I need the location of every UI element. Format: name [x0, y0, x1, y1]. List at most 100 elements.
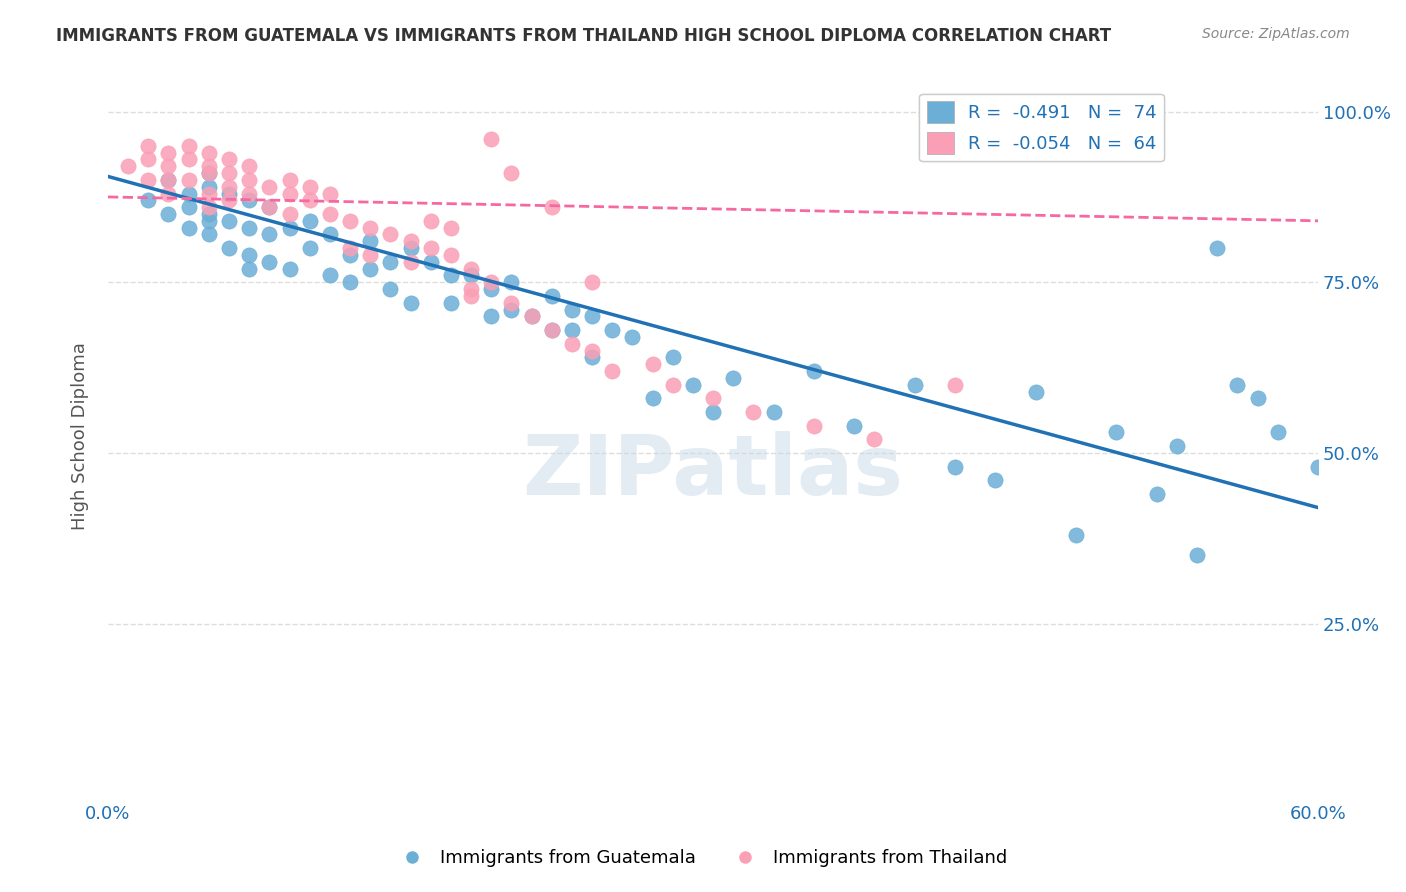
Point	[136, 173, 159, 187]
Point	[238, 173, 260, 187]
Point	[661, 351, 683, 365]
Point	[762, 405, 785, 419]
Point	[177, 186, 200, 201]
Point	[540, 289, 562, 303]
Point	[399, 254, 422, 268]
Point	[479, 310, 502, 324]
Point	[600, 364, 623, 378]
Point	[479, 282, 502, 296]
Point	[1308, 459, 1330, 474]
Point	[198, 145, 221, 160]
Point	[440, 295, 463, 310]
Y-axis label: High School Diploma: High School Diploma	[72, 342, 89, 530]
Point	[1025, 384, 1047, 399]
Point	[1166, 439, 1188, 453]
Point	[581, 275, 603, 289]
Point	[460, 268, 482, 283]
Point	[380, 254, 402, 268]
Point	[259, 200, 281, 214]
Point	[198, 179, 221, 194]
Point	[863, 433, 886, 447]
Point	[339, 214, 361, 228]
Point	[1246, 392, 1268, 406]
Point	[520, 310, 543, 324]
Point	[136, 153, 159, 167]
Point	[561, 302, 583, 317]
Point	[298, 241, 321, 255]
Point	[702, 392, 724, 406]
Point	[399, 295, 422, 310]
Point	[501, 295, 523, 310]
Point	[984, 473, 1007, 487]
Point	[501, 275, 523, 289]
Point	[540, 200, 562, 214]
Point	[419, 214, 441, 228]
Point	[198, 214, 221, 228]
Point	[479, 132, 502, 146]
Point	[278, 186, 301, 201]
Point	[177, 220, 200, 235]
Point	[319, 207, 342, 221]
Point	[460, 289, 482, 303]
Point	[581, 343, 603, 358]
Point	[177, 138, 200, 153]
Point	[278, 220, 301, 235]
Point	[238, 159, 260, 173]
Point	[419, 254, 441, 268]
Point	[218, 153, 240, 167]
Point	[298, 179, 321, 194]
Point	[943, 377, 966, 392]
Point	[198, 166, 221, 180]
Point	[177, 173, 200, 187]
Point	[259, 254, 281, 268]
Point	[460, 282, 482, 296]
Point	[479, 275, 502, 289]
Point	[561, 323, 583, 337]
Point	[218, 186, 240, 201]
Point	[198, 227, 221, 242]
Point	[198, 186, 221, 201]
Point	[339, 248, 361, 262]
Point	[259, 179, 281, 194]
Point	[581, 351, 603, 365]
Point	[520, 310, 543, 324]
Point	[218, 214, 240, 228]
Point	[136, 138, 159, 153]
Point	[943, 459, 966, 474]
Point	[218, 194, 240, 208]
Point	[1267, 425, 1289, 440]
Point	[198, 207, 221, 221]
Point	[238, 186, 260, 201]
Legend: R =  -0.491   N =  74, R =  -0.054   N =  64: R = -0.491 N = 74, R = -0.054 N = 64	[920, 94, 1164, 161]
Point	[1185, 549, 1208, 563]
Text: Source: ZipAtlas.com: Source: ZipAtlas.com	[1202, 27, 1350, 41]
Point	[399, 241, 422, 255]
Point	[844, 418, 866, 433]
Point	[803, 418, 825, 433]
Point	[157, 207, 180, 221]
Point	[540, 323, 562, 337]
Point	[278, 173, 301, 187]
Point	[157, 145, 180, 160]
Point	[339, 241, 361, 255]
Point	[600, 323, 623, 337]
Point	[339, 275, 361, 289]
Point	[359, 235, 381, 249]
Point	[682, 377, 704, 392]
Point	[298, 214, 321, 228]
Point	[117, 159, 139, 173]
Point	[501, 302, 523, 317]
Point	[359, 261, 381, 276]
Point	[238, 248, 260, 262]
Point	[278, 261, 301, 276]
Point	[319, 186, 342, 201]
Point	[540, 323, 562, 337]
Point	[157, 173, 180, 187]
Point	[440, 220, 463, 235]
Point	[380, 227, 402, 242]
Point	[1105, 425, 1128, 440]
Point	[561, 336, 583, 351]
Point	[904, 377, 927, 392]
Point	[238, 194, 260, 208]
Point	[157, 186, 180, 201]
